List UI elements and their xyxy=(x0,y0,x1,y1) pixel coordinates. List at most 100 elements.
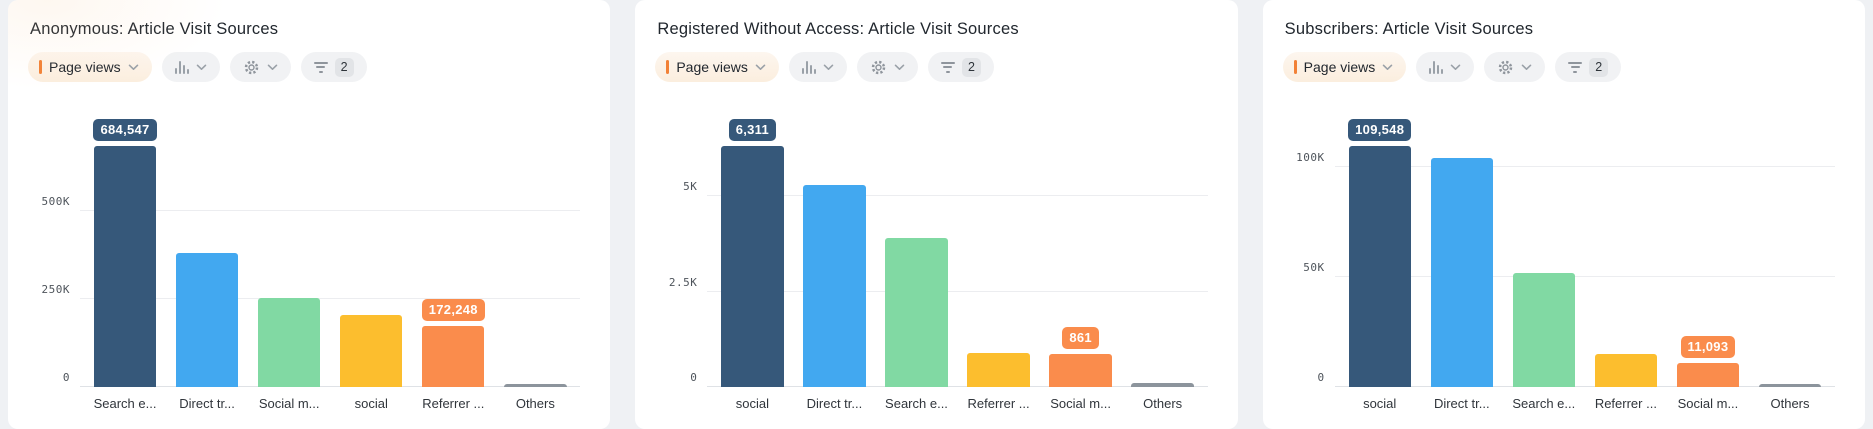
bar-social[interactable] xyxy=(340,314,403,387)
chart-type-dropdown[interactable] xyxy=(1416,52,1475,82)
bar-value-badge: 684,547 xyxy=(93,119,157,142)
chevron-down-icon xyxy=(823,64,834,70)
chart-type-dropdown[interactable] xyxy=(788,52,847,82)
x-axis: Search e... Direct tr... Social m... social… xyxy=(80,396,580,411)
bar-slot: 684,547 xyxy=(84,103,166,387)
y-tick-label: 0 xyxy=(62,371,70,384)
bar-slot xyxy=(1421,103,1503,387)
bar-Others[interactable] xyxy=(504,383,567,387)
x-axis-label: Others xyxy=(515,396,555,411)
x-axis-label: Referrer ... xyxy=(422,396,485,411)
gear-icon xyxy=(871,60,886,74)
bar-Direct tr...[interactable] xyxy=(803,184,866,387)
bar-value-badge: 11,093 xyxy=(1680,335,1736,358)
chart-card: Anonymous: Article Visit Sources Page vi… xyxy=(8,0,611,429)
bar-slot xyxy=(958,103,1040,387)
bar-Social m...[interactable] xyxy=(1049,354,1112,387)
chart-type-dropdown[interactable] xyxy=(161,52,220,82)
bar-Others[interactable] xyxy=(1131,383,1194,387)
gridline: 5K xyxy=(683,180,1208,197)
bar-slot: 172,248 xyxy=(412,103,494,387)
bar-slot xyxy=(1585,103,1667,387)
bar-Direct tr...[interactable] xyxy=(1430,158,1493,387)
bars-area: 6,311 861 xyxy=(707,103,1207,387)
chart-toolbar: Page views 2 xyxy=(1282,52,1845,82)
gridline: 2.5K xyxy=(669,276,1208,292)
bar-slot xyxy=(875,103,957,387)
y-tick-label: 5K xyxy=(683,180,698,194)
bar-value-badge: 861 xyxy=(1062,327,1099,350)
settings-dropdown[interactable] xyxy=(856,52,918,82)
x-axis-label: social xyxy=(354,396,388,411)
chart-title: Subscribers: Article Visit Sources xyxy=(1284,20,1534,38)
metric-accent-bar xyxy=(1293,60,1297,74)
x-axis-label: Referrer ... xyxy=(967,396,1030,411)
bar-social[interactable] xyxy=(1348,145,1411,387)
x-axis-label: Social m... xyxy=(258,396,320,411)
chevron-down-icon xyxy=(196,64,206,70)
chart-toolbar: Page views 2 xyxy=(28,52,590,82)
bar-Referrer ...[interactable] xyxy=(967,353,1030,387)
bar-value-badge: 109,548 xyxy=(1348,118,1412,141)
bar-Search e...[interactable] xyxy=(93,146,157,387)
bar-Others[interactable] xyxy=(1758,383,1822,387)
bar-social[interactable] xyxy=(721,146,784,387)
bar-Search e...[interactable] xyxy=(1512,272,1575,387)
filter-lines-icon xyxy=(940,61,955,73)
metric-dropdown[interactable]: Page views xyxy=(28,52,152,82)
x-axis: social Direct tr... Search e... Referrer ..… xyxy=(707,396,1207,411)
bar-Search e...[interactable] xyxy=(885,238,948,387)
x-axis: social Direct tr... Search e... Referrer ..… xyxy=(1335,396,1835,411)
filter-button[interactable]: 2 xyxy=(1555,52,1622,82)
bar-slot xyxy=(248,103,330,387)
filter-count-badge: 2 xyxy=(334,57,354,77)
bar-slot xyxy=(1503,103,1585,387)
chevron-down-icon xyxy=(267,64,277,70)
bar-slot xyxy=(1122,103,1204,387)
bar-chart-plot: 0 250K 500K 684,547 172,248 xyxy=(42,103,581,387)
x-axis-label: Search e... xyxy=(93,396,157,411)
x-axis-label: social xyxy=(1363,396,1397,411)
bar-slot: 861 xyxy=(1040,103,1122,387)
bar-Direct tr...[interactable] xyxy=(175,253,239,387)
bar-Social m...[interactable] xyxy=(257,298,321,387)
chart-card: Subscribers: Article Visit Sources Page … xyxy=(1262,0,1865,429)
metric-label: Page views xyxy=(49,59,121,75)
bar-slot xyxy=(793,103,875,387)
metric-dropdown[interactable]: Page views xyxy=(655,52,779,82)
gridline: 50K xyxy=(1303,261,1835,277)
y-tick-label: 0 xyxy=(1317,371,1325,384)
bar-Social m...[interactable] xyxy=(1676,362,1740,387)
metric-accent-bar xyxy=(39,60,42,74)
y-tick-label: 500K xyxy=(41,195,70,209)
x-axis-label: Direct tr... xyxy=(179,396,235,411)
bar-slot xyxy=(166,103,248,387)
y-tick-label: 0 xyxy=(690,371,698,384)
x-axis-label: Social m... xyxy=(1050,396,1111,411)
settings-dropdown[interactable] xyxy=(229,52,291,82)
bar-value-badge: 172,248 xyxy=(421,299,485,322)
metric-dropdown[interactable]: Page views xyxy=(1282,52,1407,82)
x-axis-label: Direct tr... xyxy=(1433,396,1490,411)
filter-count-badge: 2 xyxy=(961,57,981,77)
bar-value-badge: 6,311 xyxy=(728,119,777,142)
x-axis-label: Others xyxy=(1770,396,1810,411)
bar-slot xyxy=(330,103,412,387)
gridline: 0 xyxy=(690,371,1208,387)
bar-slot: 6,311 xyxy=(711,103,793,387)
filter-button[interactable]: 2 xyxy=(300,52,367,82)
bar-slot xyxy=(494,103,576,387)
gridline: 0 xyxy=(1318,371,1835,387)
x-axis-label: Referrer ... xyxy=(1594,396,1657,411)
bar-Referrer ...[interactable] xyxy=(422,326,485,387)
gridline: 100K xyxy=(1296,151,1835,167)
gridline: 500K xyxy=(42,195,581,212)
settings-dropdown[interactable] xyxy=(1484,52,1546,82)
bar-chart-icon xyxy=(801,60,816,74)
bar-slot: 109,548 xyxy=(1339,103,1421,387)
y-tick-label: 2.5K xyxy=(668,275,698,289)
bar-Referrer ...[interactable] xyxy=(1594,353,1658,387)
filter-button[interactable]: 2 xyxy=(927,52,994,82)
bar-slot: 11,093 xyxy=(1667,103,1749,387)
